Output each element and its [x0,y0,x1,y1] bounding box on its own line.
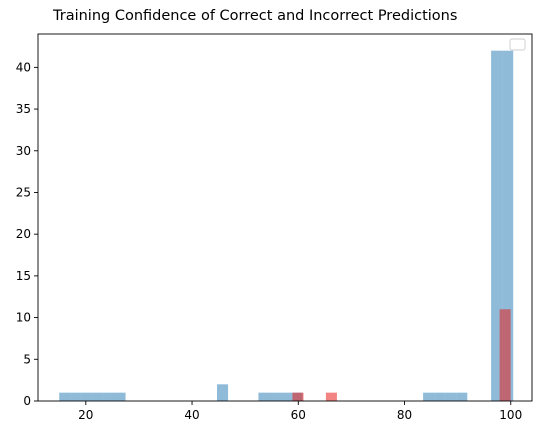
y-tick-label: 10 [16,311,31,325]
axes-layer: 20 40 60 80 100 0 5 10 15 20 25 30 35 40 [16,33,533,422]
hist-bar-series-0-bin-13 [445,392,457,401]
hist-bar-series-0-bin-2 [81,392,93,401]
y-tick-label: 20 [16,227,31,241]
x-tick-label: 100 [499,408,522,422]
y-tick-label: 5 [23,352,31,366]
hist-bar-series-0-bin-4 [103,392,115,401]
y-tick-label: 15 [16,269,31,283]
plot-frame [37,33,533,402]
y-tick-label: 30 [16,144,31,158]
hist-bar-series-0-bin-0 [59,392,71,401]
y-tick-label: 25 [16,185,31,199]
hist-bar-series-1-bin-2 [499,309,511,401]
hist-bar-series-0-bin-12 [434,392,446,401]
hist-bar-series-0-bin-15 [491,50,503,401]
hist-bar-series-0-bin-1 [70,392,82,401]
legend-box [509,38,526,51]
hist-bar-series-0-bin-7 [258,392,270,401]
hist-bar-series-0-bin-6 [217,384,229,401]
hist-bar-series-1-bin-1 [325,392,337,401]
chart-title-text: Training Confidence of Correct and Incor… [53,8,458,24]
bars-layer [59,50,514,401]
x-tick-label: 80 [397,408,412,422]
hist-bar-series-0-bin-9 [280,392,292,401]
hist-bar-series-0-bin-3 [92,392,104,401]
x-tick-label: 40 [184,408,199,422]
hist-bar-series-1-bin-0 [292,392,304,401]
hist-bar-series-0-bin-14 [456,392,468,401]
hist-bar-series-0-bin-5 [114,392,126,401]
y-tick-label: 35 [16,102,31,116]
x-tick-label: 20 [78,408,93,422]
hist-bar-series-0-bin-8 [269,392,281,401]
y-tick-label: 40 [16,60,31,74]
hist-bar-series-0-bin-16 [502,50,514,401]
y-tick-label: 0 [23,394,31,408]
x-tick-label: 60 [291,408,306,422]
hist-bar-series-0-bin-11 [423,392,435,401]
